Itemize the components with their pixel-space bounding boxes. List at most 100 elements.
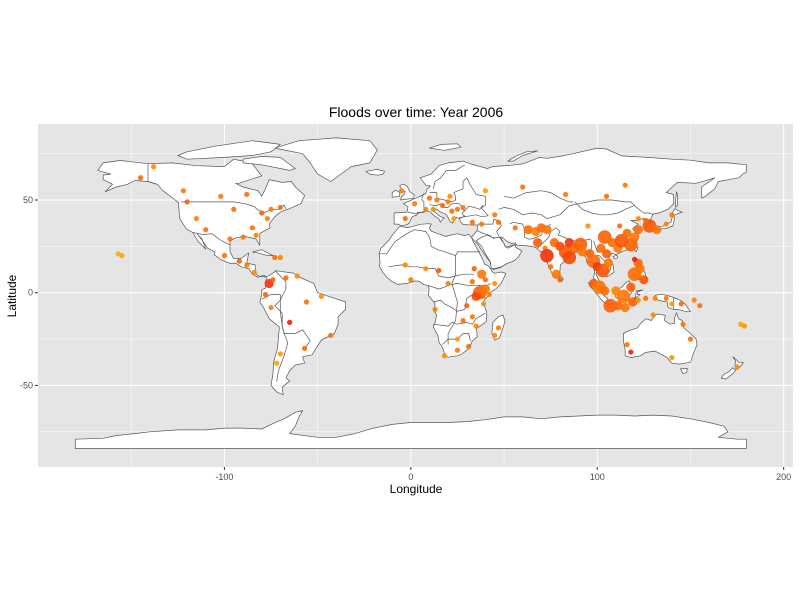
flood-point — [607, 238, 617, 248]
world-basemap — [74, 137, 747, 449]
flood-point — [542, 225, 552, 235]
flood-point — [533, 238, 543, 248]
flood-point — [480, 301, 487, 307]
flood-point — [203, 227, 209, 233]
flood-point — [264, 215, 270, 222]
landmass-antarctica — [74, 410, 747, 449]
flood-point — [270, 277, 276, 283]
flood-point — [596, 243, 606, 253]
flood-point — [600, 286, 610, 296]
flood-point — [277, 254, 283, 261]
flood-point — [663, 295, 669, 301]
landmass-baffin — [242, 156, 296, 171]
flood-point — [557, 277, 563, 283]
borders-iran-afghanistan — [509, 221, 551, 240]
flood-point — [249, 225, 255, 231]
flood-point — [137, 175, 144, 181]
flood-point — [624, 342, 630, 348]
borders-scandinavia — [432, 164, 466, 189]
landmass-novaya-zemlya — [507, 150, 538, 162]
flood-point — [402, 215, 408, 222]
flood-point — [402, 262, 408, 268]
flood-point — [445, 199, 451, 205]
landmass-africa — [378, 223, 507, 358]
flood-point — [473, 323, 479, 329]
flood-point — [434, 197, 440, 203]
borders-europe-west — [407, 193, 426, 215]
y-axis: -50 0 50 — [20, 195, 38, 390]
flood-point — [236, 258, 242, 264]
flood-point — [398, 188, 405, 194]
flood-point — [218, 193, 224, 199]
flood-points — [115, 164, 748, 370]
flood-point — [262, 291, 269, 298]
flood-point — [432, 306, 438, 313]
flood-point — [633, 225, 643, 235]
flood-point — [577, 247, 587, 257]
flood-point — [471, 266, 477, 272]
flood-point — [221, 253, 228, 259]
flood-point — [318, 293, 324, 300]
flood-point — [439, 202, 446, 209]
flood-point — [477, 269, 487, 279]
border-india-himalaya — [537, 227, 593, 255]
flood-point — [445, 280, 451, 287]
landmass-cuba — [252, 249, 274, 256]
chart-title: Floods over time: Year 2006 — [329, 104, 504, 120]
flood-point — [669, 212, 675, 218]
flood-point — [150, 164, 157, 170]
flood-point — [523, 225, 533, 235]
border-russia-kazakhstan — [503, 190, 573, 203]
landmass-ireland — [391, 189, 401, 198]
flood-point — [253, 232, 259, 238]
flood-point — [643, 217, 649, 224]
flood-point — [492, 280, 498, 287]
flood-point — [613, 301, 623, 311]
flood-point — [294, 273, 300, 279]
flood-point — [631, 256, 638, 262]
flood-point — [436, 267, 442, 274]
flood-point — [562, 191, 569, 198]
flood-point — [620, 302, 630, 313]
flood-point — [639, 275, 649, 285]
flood-point — [471, 291, 481, 302]
flood-point — [482, 277, 489, 283]
landmass-australia — [623, 312, 698, 365]
flood-point — [277, 204, 283, 211]
flood-point — [603, 258, 614, 268]
flood-point — [277, 351, 283, 357]
flood-point — [441, 353, 447, 359]
flood-point — [601, 249, 612, 259]
flood-point — [259, 210, 265, 216]
landmass-greenland — [274, 137, 378, 182]
flood-point — [251, 269, 257, 275]
border-alaska-canada — [147, 163, 158, 185]
flood-point — [287, 319, 293, 325]
flood-point — [680, 321, 686, 327]
flood-point — [585, 223, 591, 229]
flood-point — [635, 215, 641, 222]
x-tick-label: 0 — [408, 472, 413, 482]
flood-point — [697, 303, 703, 309]
borders-africa-north — [379, 229, 480, 256]
flood-point — [184, 199, 190, 205]
flood-point — [449, 208, 455, 214]
flood-point — [669, 355, 675, 361]
border-usa-mexico — [192, 232, 231, 246]
flood-point — [562, 250, 577, 265]
flood-point — [231, 206, 237, 212]
flood-point — [469, 278, 475, 285]
x-axis-title: Longitude — [390, 482, 443, 496]
flood-point — [469, 314, 475, 320]
flood-point — [268, 206, 274, 212]
flood-point — [652, 295, 658, 301]
borders-africa-southern — [442, 333, 471, 345]
landmass-new-zealand-south — [720, 367, 737, 380]
flood-point — [564, 238, 574, 248]
flood-point — [603, 193, 610, 199]
flood-point — [193, 215, 200, 222]
landmass-great-britain — [399, 183, 415, 201]
y-tick-label: 0 — [28, 288, 33, 298]
flood-point — [652, 225, 662, 235]
